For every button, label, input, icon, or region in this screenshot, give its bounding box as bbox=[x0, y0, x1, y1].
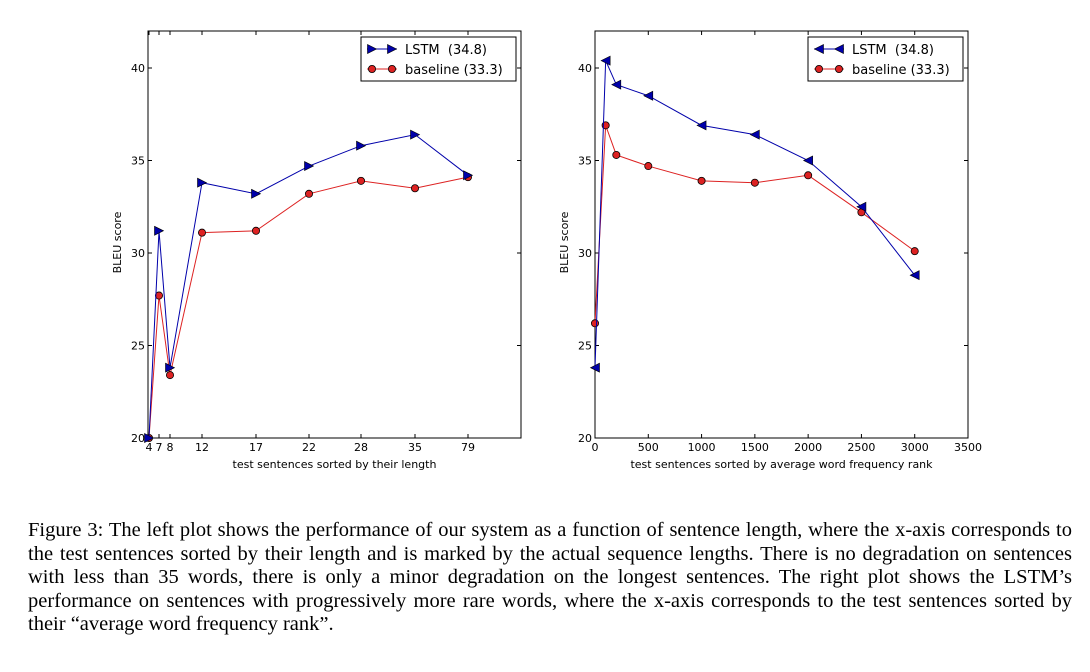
legend-marker bbox=[813, 44, 824, 54]
legend-label: LSTM (34.8) bbox=[852, 43, 934, 58]
data-point bbox=[356, 140, 367, 151]
series-line-baseline bbox=[594, 125, 916, 324]
data-point bbox=[750, 178, 759, 187]
data-point bbox=[463, 170, 474, 181]
data-point bbox=[356, 176, 365, 185]
x-axis-label: test sentences sorted by their length bbox=[233, 458, 437, 471]
data-point bbox=[165, 362, 176, 373]
legend-marker bbox=[815, 65, 824, 74]
data-point bbox=[144, 433, 155, 443]
x-tick-label: 8 bbox=[167, 441, 174, 454]
legend-label: baseline (33.3) bbox=[852, 63, 950, 78]
figure-caption: Figure 3: The left plot shows the perfor… bbox=[28, 519, 1072, 636]
data-point bbox=[804, 171, 813, 180]
data-point bbox=[589, 362, 600, 373]
plot-frame bbox=[147, 30, 522, 439]
data-point bbox=[600, 55, 611, 66]
y-tick-label: 40 bbox=[578, 62, 592, 75]
x-tick-label: 1500 bbox=[741, 441, 769, 454]
y-tick-label: 20 bbox=[578, 432, 592, 445]
x-tick-label: 12 bbox=[195, 441, 209, 454]
legend-label: LSTM (34.8) bbox=[405, 43, 487, 58]
data-point bbox=[612, 150, 621, 159]
y-tick-label: 35 bbox=[131, 155, 145, 168]
x-tick-label: 3500 bbox=[954, 441, 982, 454]
data-point bbox=[591, 319, 600, 328]
data-point bbox=[251, 188, 262, 199]
y-tick-label: 20 bbox=[131, 432, 145, 445]
figure-canvas: 20 25 30 35 40 4 7 8 12 17 22 28 35 79 test sentences … bbox=[111, 30, 982, 471]
data-point bbox=[197, 177, 208, 188]
x-tick-label: 28 bbox=[354, 441, 368, 454]
data-point bbox=[802, 155, 813, 166]
x-tick-label: 0 bbox=[592, 441, 599, 454]
legend-marker bbox=[367, 44, 378, 54]
x-tick-label: 4 bbox=[146, 441, 153, 454]
y-tick-label: 25 bbox=[131, 340, 145, 353]
legend-marker bbox=[387, 65, 396, 74]
data-point bbox=[165, 371, 174, 380]
legend-marker bbox=[387, 44, 398, 54]
data-point bbox=[910, 247, 919, 256]
data-point bbox=[643, 90, 654, 101]
data-point bbox=[304, 161, 315, 172]
y-tick-label: 35 bbox=[578, 155, 592, 168]
series-line-lstm bbox=[148, 134, 469, 439]
y-tick-label: 30 bbox=[131, 247, 145, 260]
x-tick-label: 17 bbox=[249, 441, 263, 454]
data-point bbox=[909, 270, 920, 281]
data-point bbox=[644, 162, 653, 171]
data-point bbox=[856, 201, 867, 212]
data-point bbox=[410, 184, 419, 193]
x-tick-label: 1000 bbox=[688, 441, 716, 454]
plot-frame bbox=[594, 30, 969, 439]
data-point bbox=[197, 228, 206, 237]
data-point bbox=[154, 225, 165, 236]
legend-label: baseline (33.3) bbox=[405, 63, 503, 78]
y-axis-label: BLEU score bbox=[558, 211, 571, 273]
x-tick-label: 7 bbox=[156, 441, 163, 454]
y-tick-label: 25 bbox=[578, 340, 592, 353]
x-tick-label: 3000 bbox=[901, 441, 929, 454]
x-tick-label: 22 bbox=[302, 441, 316, 454]
series-line-lstm bbox=[594, 60, 916, 368]
data-point bbox=[749, 129, 760, 140]
data-point bbox=[696, 120, 707, 131]
y-tick-label: 40 bbox=[131, 62, 145, 75]
x-axis-label: test sentences sorted by average word fr… bbox=[630, 458, 933, 471]
y-tick-label: 30 bbox=[578, 247, 592, 260]
x-tick-label: 2000 bbox=[794, 441, 822, 454]
data-point bbox=[697, 176, 706, 185]
data-point bbox=[410, 129, 421, 140]
x-tick-label: 500 bbox=[638, 441, 659, 454]
data-point bbox=[251, 226, 260, 235]
right-plot: 20 25 30 35 40 0 500 1000 1500 2000 2500 3000 3500 te… bbox=[558, 30, 982, 471]
x-tick-label: 35 bbox=[408, 441, 422, 454]
data-point bbox=[304, 189, 313, 198]
left-plot: 20 25 30 35 40 4 7 8 12 17 22 28 35 79 test sentences … bbox=[111, 30, 522, 471]
series-line-baseline bbox=[148, 176, 469, 439]
legend-marker bbox=[833, 44, 844, 54]
y-axis-label: BLEU score bbox=[111, 211, 124, 273]
data-point bbox=[611, 79, 622, 90]
legend-box bbox=[360, 36, 517, 82]
x-tick-label: 2500 bbox=[847, 441, 875, 454]
x-tick-label: 79 bbox=[461, 441, 475, 454]
legend-box bbox=[807, 36, 964, 82]
legend-marker bbox=[367, 65, 376, 74]
legend-marker bbox=[835, 65, 844, 74]
